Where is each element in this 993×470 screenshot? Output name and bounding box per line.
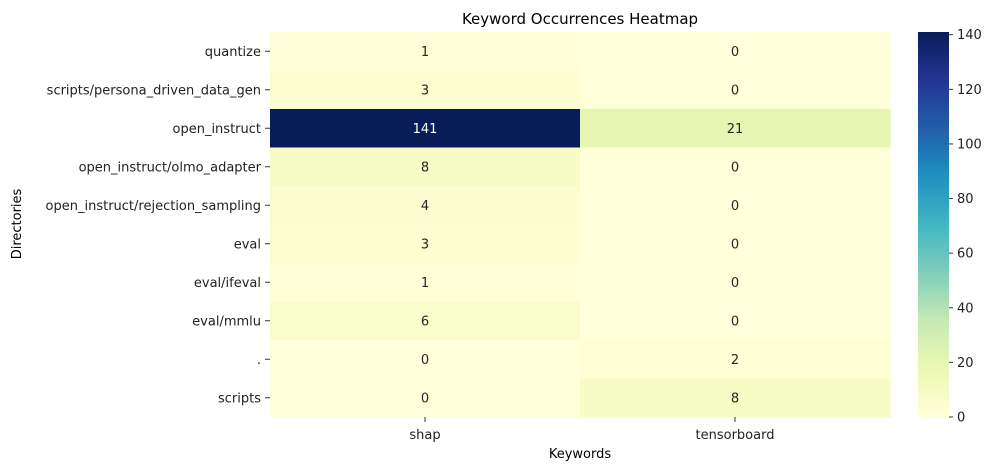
heatmap-cell-open-instruct-shap: [270, 109, 581, 148]
cell-value-label: 0: [421, 391, 429, 406]
colorbar-tick-label: 20: [957, 356, 974, 371]
heatmap-cell-open-instruct-olmo-adapter-tensorboard: [580, 147, 891, 187]
cell-value-label: 2: [731, 353, 739, 368]
cell-value-label: 1: [421, 45, 429, 60]
colorbar-tick-label: 40: [957, 301, 974, 316]
colorbar-ticks: 0 20 40 60 80 100 120 140: [949, 28, 982, 426]
heatmap-cell-scripts-tensorboard: [580, 378, 891, 418]
heatmap-cell-quantize-tensorboard: [580, 32, 891, 71]
cell-value-label: 0: [731, 45, 739, 60]
y-tick-label: .: [257, 353, 261, 368]
cell-value-label: 0: [731, 276, 739, 291]
heatmap-cell-eval-mmlu-tensorboard: [580, 301, 891, 341]
heatmap-cell-dot-shap: [270, 340, 581, 379]
heatmap-cell-dot-tensorboard: [580, 340, 891, 379]
cell-value-label: 0: [731, 160, 739, 175]
heatmap-cell-eval-ifeval-shap: [270, 263, 581, 302]
y-tick-label: eval/mmlu: [192, 314, 261, 329]
y-tick-label: open_instruct/rejection_sampling: [46, 199, 261, 214]
cell-value-label: 4: [421, 199, 429, 214]
cell-value-label: 0: [421, 353, 429, 368]
cell-value-label: 21: [727, 122, 744, 137]
y-tick-label: open_instruct: [173, 122, 262, 137]
colorbar-tick-label: 80: [957, 192, 974, 207]
heatmap-cell-open-instruct-tensorboard: [580, 109, 891, 148]
heatmap-cell-scripts-persona-driven-data-gen-shap: [270, 70, 581, 110]
x-tick-label: shap: [409, 428, 440, 443]
heatmap-cell-scripts-shap: [270, 378, 581, 418]
heatmap-cell-quantize-shap: [270, 32, 581, 71]
x-tick-labels: shap tensorboard: [409, 417, 774, 443]
heatmap-cell-eval-tensorboard: [580, 224, 891, 264]
chart-title: Keyword Occurrences Heatmap: [462, 10, 698, 28]
y-tick-labels: quantize scripts/persona_driven_data_geno…: [46, 45, 270, 406]
cell-value-label: 0: [731, 199, 739, 214]
cell-value-label: 3: [421, 237, 429, 252]
cell-value-label: 141: [413, 122, 438, 137]
cell-value-label: 0: [731, 314, 739, 329]
x-tick-label: tensorboard: [696, 428, 775, 443]
heatmap-cells: 1 0 3 0 141 21 8 0 4 0 3 0 1 0 6 0 0 2 0 8: [270, 32, 891, 418]
cell-value-label: 1: [421, 276, 429, 291]
cell-value-label: 0: [731, 83, 739, 98]
heatmap-cell-scripts-persona-driven-data-gen-tensorboard: [580, 70, 891, 110]
colorbar-tick-label: 60: [957, 247, 974, 262]
colorbar-tick-label: 0: [957, 411, 965, 426]
y-tick-label: eval: [234, 237, 261, 252]
colorbar-tick-label: 100: [957, 137, 982, 152]
heatmap-cell-eval-ifeval-tensorboard: [580, 263, 891, 302]
cell-value-label: 3: [421, 83, 429, 98]
colorbar: [918, 32, 949, 417]
colorbar-tick-label: 140: [957, 28, 982, 43]
y-tick-label: scripts: [218, 391, 261, 406]
y-tick-label: eval/ifeval: [194, 276, 261, 291]
cell-value-label: 6: [421, 314, 429, 329]
y-tick-label: open_instruct/olmo_adapter: [79, 160, 262, 175]
heatmap-cell-eval-mmlu-shap: [270, 301, 581, 341]
y-axis-label: Directories: [10, 188, 25, 259]
y-tick-label: scripts/persona_driven_data_gen: [47, 83, 261, 98]
colorbar-tick-label: 120: [957, 83, 982, 98]
heatmap-cell-eval-shap: [270, 224, 581, 264]
heatmap-cell-open-instruct-olmo-adapter-shap: [270, 147, 581, 187]
x-axis-label: Keywords: [549, 447, 612, 462]
cell-value-label: 0: [731, 237, 739, 252]
y-tick-label: quantize: [205, 45, 261, 60]
heatmap-cell-open-instruct-rejection-sampling-shap: [270, 186, 581, 225]
cell-value-label: 8: [731, 391, 739, 406]
heatmap-cell-open-instruct-rejection-sampling-tensorboard: [580, 186, 891, 225]
cell-value-label: 8: [421, 160, 429, 175]
